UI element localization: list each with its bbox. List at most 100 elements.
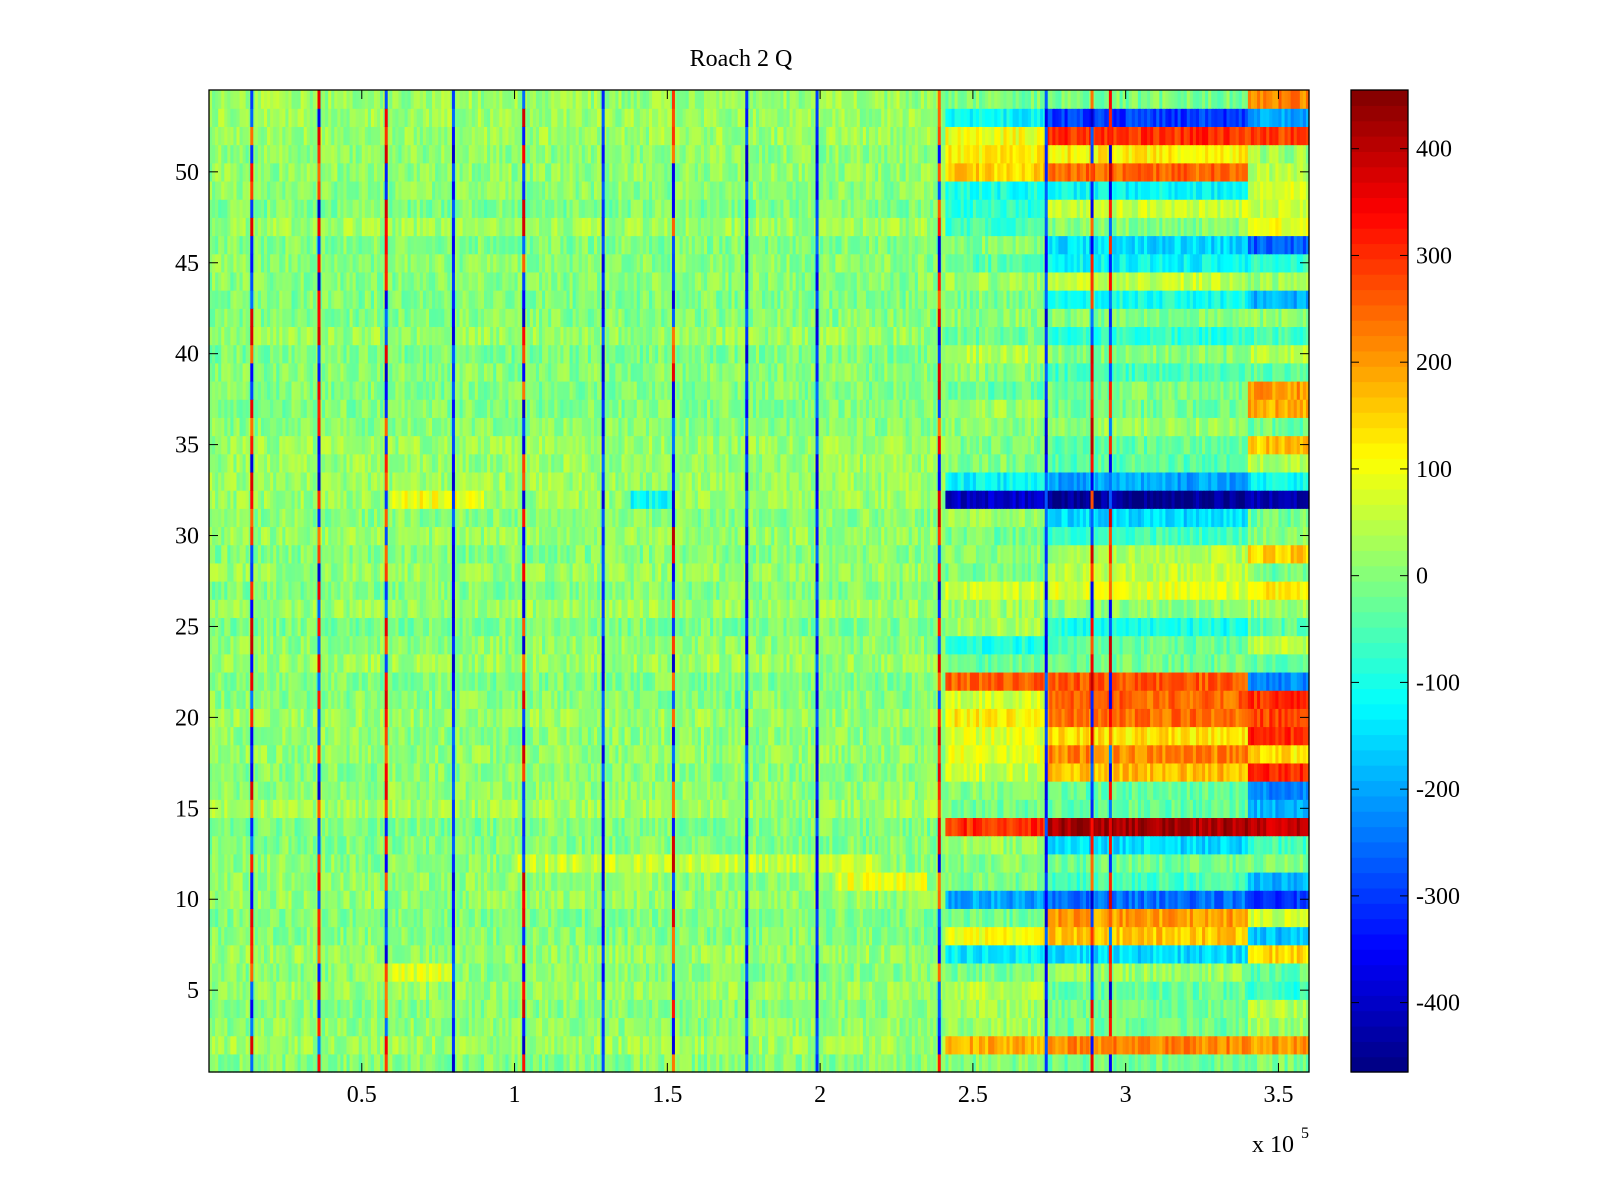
heatmap-cell: [862, 944, 867, 964]
heatmap-cell: [954, 1017, 959, 1037]
heatmap-cell: [236, 1053, 241, 1073]
heatmap-cell: [847, 1053, 852, 1073]
heatmap-cell: [948, 817, 953, 837]
heatmap-cell: [645, 835, 650, 855]
heatmap-cell: [1217, 981, 1221, 1000]
heatmap-cell: [1302, 1035, 1307, 1055]
heatmap-cell: [1202, 962, 1206, 982]
heatmap-cell: [594, 1017, 598, 1037]
heatmap-cell: [487, 999, 491, 1019]
heatmap-cell: [444, 962, 448, 982]
heatmap-cell: [548, 962, 552, 982]
heatmap-cell: [1067, 944, 1072, 964]
heatmap-cell: [1217, 962, 1221, 982]
heatmap-cell: [1250, 981, 1255, 1000]
heatmap-cell: [609, 835, 613, 855]
heatmap-cell: [997, 835, 1001, 855]
heatmap-cell: [459, 871, 464, 891]
heatmap-cell: [902, 890, 907, 909]
heatmap-cell: [1305, 962, 1310, 982]
heatmap-cell: [740, 999, 745, 1019]
heatmap-cell: [1299, 1017, 1304, 1037]
heatmap-cell: [309, 890, 314, 909]
heatmap-cell: [673, 890, 678, 909]
heatmap-cell: [511, 1017, 516, 1037]
heatmap-cell: [1293, 1053, 1298, 1073]
heatmap-cell: [1269, 1035, 1273, 1055]
heatmap-cell: [1186, 890, 1191, 909]
heatmap-cell: [218, 999, 222, 1019]
heatmap-cell: [893, 908, 898, 928]
heatmap-cell: [1037, 835, 1041, 855]
heatmap-cell: [264, 853, 268, 873]
heatmap-cell: [343, 853, 348, 873]
heatmap-cell: [930, 853, 934, 873]
heatmap-cell: [1064, 835, 1069, 855]
heatmap-cell: [477, 981, 482, 1000]
heatmap-cell: [1034, 890, 1038, 909]
heatmap-cell: [1177, 962, 1182, 982]
heatmap-cell: [872, 908, 876, 928]
heatmap-cell: [377, 944, 381, 964]
heatmap-cell: [551, 817, 555, 837]
heatmap-cell: [1104, 981, 1108, 1000]
heatmap-cell: [328, 871, 332, 891]
heatmap-cell: [649, 1017, 653, 1037]
heatmap-cell: [865, 926, 870, 946]
heatmap-cell: [288, 926, 293, 946]
heatmap-cell: [618, 1053, 623, 1073]
heatmap-cell: [1177, 926, 1182, 946]
heatmap-cell: [1272, 908, 1276, 928]
heatmap-cell: [340, 871, 345, 891]
heatmap-cell: [1134, 817, 1139, 837]
heatmap-cell: [303, 1035, 308, 1055]
heatmap-cell: [1177, 853, 1182, 873]
heatmap-cell: [722, 853, 726, 873]
heatmap-cell: [731, 944, 736, 964]
heatmap-cell: [471, 944, 476, 964]
heatmap-cell: [392, 962, 396, 982]
heatmap-cell: [404, 817, 409, 837]
heatmap-cell: [704, 1053, 708, 1073]
heatmap-cell: [1241, 853, 1246, 873]
heatmap-cell: [398, 890, 403, 909]
heatmap-cell: [783, 908, 788, 928]
heatmap-cell: [829, 962, 833, 982]
heatmap-cell: [1174, 853, 1179, 873]
heatmap-cell: [884, 944, 888, 964]
heatmap-cell: [774, 853, 778, 873]
heatmap-cell: [972, 944, 977, 964]
heatmap-cell: [862, 1053, 867, 1073]
heatmap-cell: [1052, 944, 1056, 964]
heatmap-cell: [312, 835, 317, 855]
heatmap-cell: [1119, 1035, 1124, 1055]
heatmap-cell: [407, 926, 412, 946]
heatmap-cell: [1250, 962, 1255, 982]
heatmap-cell: [456, 926, 461, 946]
heatmap-cell: [1085, 853, 1090, 873]
heatmap-cell: [1260, 890, 1264, 909]
heatmap-cell: [899, 1035, 904, 1055]
heatmap-cell: [1168, 908, 1173, 928]
heatmap-cell: [349, 926, 354, 946]
heatmap-cell: [878, 835, 882, 855]
heatmap-cell: [835, 926, 840, 946]
heatmap-cell: [474, 835, 479, 855]
heatmap-cell: [1061, 944, 1066, 964]
heatmap-cell: [1263, 1053, 1267, 1073]
heatmap-cell: [1098, 871, 1102, 891]
heatmap-cell: [694, 817, 699, 837]
heatmap-cell: [1085, 962, 1090, 982]
heatmap-cell: [881, 890, 885, 909]
heatmap-cell: [1015, 871, 1020, 891]
heatmap-cell: [817, 944, 821, 964]
heatmap-cell: [542, 926, 546, 946]
heatmap-cell: [542, 908, 546, 928]
heatmap-cell: [704, 1035, 708, 1055]
heatmap-cell: [710, 871, 714, 891]
heatmap-cell: [917, 1035, 922, 1055]
heatmap-cell: [1260, 1017, 1264, 1037]
heatmap-cell: [224, 853, 228, 873]
heatmap-cell: [352, 1017, 357, 1037]
heatmap-cell: [1101, 908, 1105, 928]
